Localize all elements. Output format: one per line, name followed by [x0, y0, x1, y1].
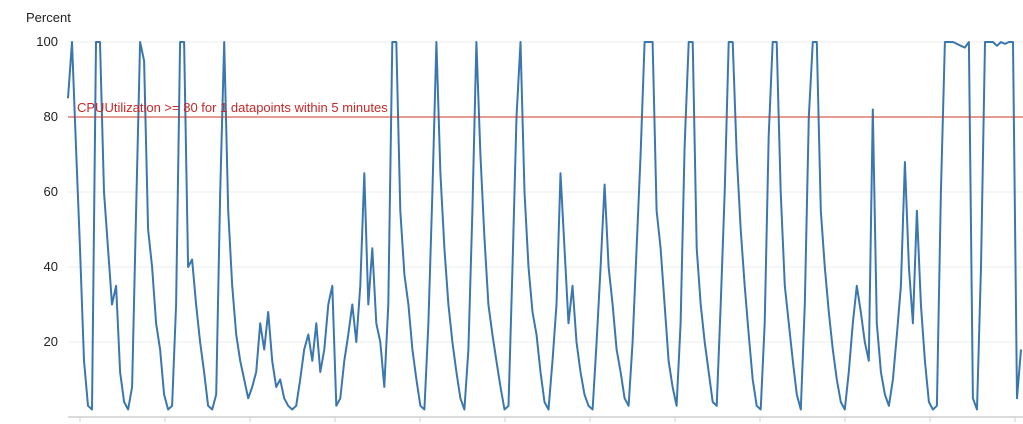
cpu-utilization-series-line	[67, 41, 1022, 411]
y-axis-ticks: 20 40 60 80 100	[36, 34, 58, 349]
threshold-label: CPUUtilization >= 80 for 1 datapoints wi…	[77, 100, 388, 115]
grid-lines	[68, 41, 1023, 343]
y-tick-label: 40	[44, 259, 58, 274]
y-tick-label: 80	[44, 109, 58, 124]
x-axis	[68, 416, 1023, 422]
y-axis-label: Percent	[26, 10, 71, 25]
y-tick-label: 100	[36, 34, 58, 49]
y-tick-label: 60	[44, 184, 58, 199]
y-tick-label: 20	[44, 334, 58, 349]
